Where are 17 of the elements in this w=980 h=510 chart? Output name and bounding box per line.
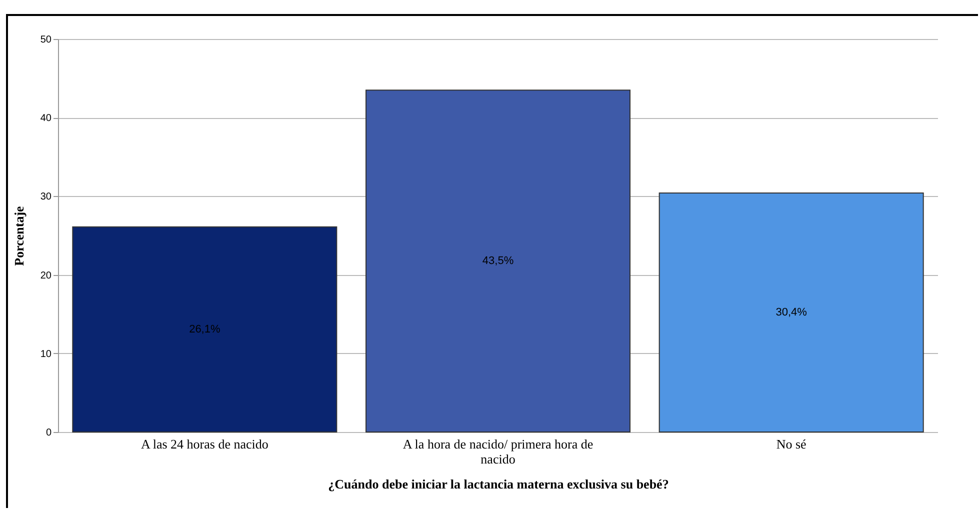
x-axis-title: ¿Cuándo debe iniciar la lactancia materna exclusiva su bebé?: [328, 476, 669, 492]
y-tick-label: 40: [40, 113, 52, 124]
y-axis-title: Porcentaje: [11, 206, 26, 266]
y-tick-label: 0: [46, 428, 52, 438]
y-tick-label: 20: [40, 270, 52, 282]
y-tick-label: 30: [40, 192, 52, 203]
data-label: 26,1%: [189, 323, 220, 336]
y-tick-label: 50: [40, 34, 52, 46]
x-tick-label: A la hora de nacido/ primera hora de nacido: [402, 436, 594, 466]
data-label: 30,4%: [776, 306, 808, 319]
x-tick-label: No sé: [776, 436, 807, 452]
y-tick-label: 10: [40, 348, 52, 360]
bar: [72, 226, 338, 432]
bar: [658, 192, 924, 432]
x-tick-label: A las 24 horas de nacido: [140, 436, 268, 452]
data-label: 43,5%: [482, 255, 514, 268]
bar: [366, 90, 630, 432]
